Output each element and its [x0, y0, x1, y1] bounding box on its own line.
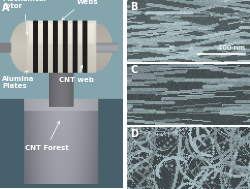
Text: 400 nm: 400 nm	[218, 45, 245, 51]
Text: CNT
Webs: CNT Webs	[62, 0, 98, 20]
Text: C: C	[130, 65, 138, 75]
Text: CNT Forest: CNT Forest	[25, 121, 68, 151]
Text: D: D	[130, 129, 138, 139]
Text: CNT web: CNT web	[59, 65, 94, 83]
Text: Mechanical
rotor: Mechanical rotor	[2, 0, 46, 34]
Text: A: A	[2, 3, 10, 13]
Text: B: B	[130, 2, 138, 12]
Text: Alumina
Plates: Alumina Plates	[2, 71, 34, 89]
